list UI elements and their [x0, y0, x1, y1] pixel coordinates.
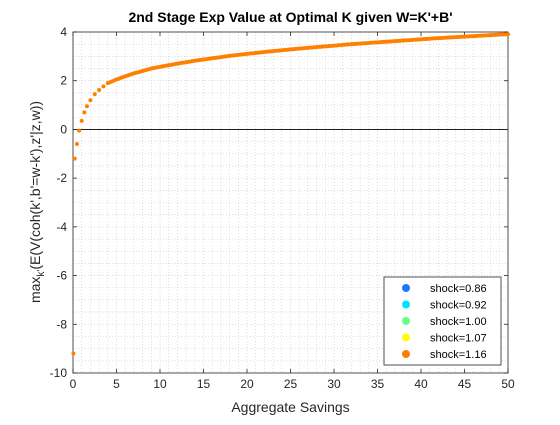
data-point: [74, 142, 79, 147]
y-axis-label-expression: (E(V(coh(k',b'=w-k'),z'|z,w)): [27, 101, 43, 270]
y-axis-label-max: max: [27, 277, 43, 303]
legend-label: shock=0.92: [430, 300, 487, 312]
legend-label: shock=1.07: [430, 333, 487, 345]
legend-marker: [402, 317, 410, 325]
y-tick-label: 0: [60, 122, 67, 136]
y-tick-label: -2: [56, 171, 67, 185]
y-axis-label: maxk'(E(V(coh(k',b'=w-k'),z'|z,w)): [27, 101, 47, 303]
axis-ticks: 0 5 10 15 20 25 30 35 40 45 50 -10 -8 -6 -4 -2 0 2 4: [50, 25, 515, 391]
legend-marker: [402, 284, 410, 292]
x-tick-label: 30: [327, 377, 341, 391]
x-tick-label: 40: [414, 377, 428, 391]
data-point: [82, 110, 87, 115]
data-point: [101, 84, 106, 89]
y-tick-label: -8: [56, 317, 67, 331]
data-point: [506, 32, 510, 37]
y-tick-label: 2: [60, 74, 67, 88]
x-tick-label: 50: [501, 377, 515, 391]
chart-title: 2nd Stage Exp Value at Optimal K given W…: [128, 9, 452, 25]
legend-marker: [402, 350, 410, 358]
legend-label: shock=1.00: [430, 316, 487, 328]
data-point: [97, 87, 102, 92]
y-tick-label: 4: [60, 25, 67, 39]
data-point: [84, 104, 89, 109]
x-tick-label: 45: [458, 377, 472, 391]
legend-label: shock=0.86: [430, 283, 487, 295]
legend-label: shock=1.16: [430, 349, 487, 361]
x-tick-label: 25: [284, 377, 298, 391]
x-tick-label: 0: [70, 377, 77, 391]
x-axis-label: Aggregate Savings: [231, 399, 349, 415]
x-tick-label: 35: [371, 377, 385, 391]
data-point: [88, 98, 93, 103]
data-point: [71, 351, 76, 356]
y-axis-label-subscript: k': [36, 270, 47, 277]
y-tick-label: -6: [56, 269, 67, 283]
data-point: [72, 156, 77, 161]
y-tick-label: -4: [56, 220, 67, 234]
legend: shock=0.86 shock=0.92 shock=1.00 shock=1.07…: [383, 276, 502, 366]
legend-marker: [402, 300, 410, 309]
x-tick-label: 10: [153, 377, 167, 391]
x-tick-label: 15: [197, 377, 211, 391]
y-tick-label: -10: [50, 366, 68, 380]
data-point: [92, 92, 97, 97]
data-points: [71, 32, 510, 356]
data-point: [79, 118, 84, 123]
data-point: [77, 128, 82, 133]
x-tick-label: 20: [240, 377, 254, 391]
legend-marker: [402, 333, 410, 342]
x-tick-label: 5: [113, 377, 120, 391]
